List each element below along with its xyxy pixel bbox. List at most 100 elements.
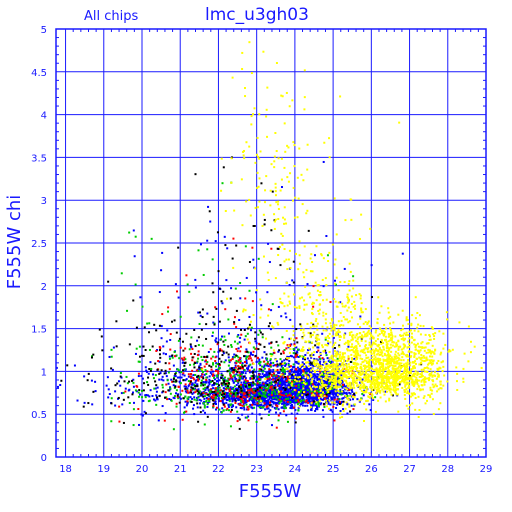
data-point <box>220 335 223 338</box>
data-point <box>222 166 225 169</box>
data-point <box>151 394 154 397</box>
data-point <box>229 372 232 375</box>
data-point <box>302 378 305 381</box>
data-point <box>239 297 242 300</box>
data-point <box>257 383 260 386</box>
data-point <box>268 322 271 325</box>
data-point <box>260 417 263 420</box>
data-point <box>259 361 262 364</box>
data-point <box>221 395 224 398</box>
data-point <box>473 345 476 348</box>
data-point <box>412 392 415 395</box>
data-point <box>399 374 402 377</box>
data-point <box>305 394 308 397</box>
data-point <box>388 399 391 402</box>
data-point <box>425 356 428 359</box>
data-point <box>245 391 248 394</box>
data-point <box>387 340 390 343</box>
data-point <box>267 371 270 374</box>
data-point <box>210 368 213 371</box>
data-point <box>278 363 281 366</box>
data-point <box>238 318 241 321</box>
data-point <box>300 400 303 403</box>
data-point <box>242 381 245 384</box>
data-point <box>279 264 282 267</box>
data-point <box>202 377 205 380</box>
data-point <box>429 388 432 391</box>
data-point <box>406 392 409 395</box>
data-point <box>297 362 300 365</box>
data-point <box>337 366 340 369</box>
data-point <box>374 356 377 359</box>
data-point <box>388 370 391 373</box>
data-point <box>308 371 311 374</box>
data-point <box>327 394 330 397</box>
data-point <box>245 359 248 362</box>
data-point <box>118 405 121 408</box>
data-point <box>295 337 298 340</box>
data-point <box>386 387 389 390</box>
data-point <box>238 391 241 394</box>
data-point <box>247 327 250 330</box>
data-point <box>203 355 206 358</box>
data-point <box>313 400 316 403</box>
data-point <box>90 356 93 359</box>
data-point <box>247 399 250 402</box>
data-point <box>227 356 230 359</box>
data-point <box>322 160 325 163</box>
data-point <box>299 355 302 358</box>
data-point <box>213 390 216 393</box>
data-point <box>407 333 410 336</box>
data-point <box>236 342 239 345</box>
data-point <box>428 376 431 379</box>
data-point <box>319 357 322 360</box>
data-point <box>250 359 253 362</box>
data-point <box>367 356 370 359</box>
data-point <box>254 391 257 394</box>
data-point <box>416 326 419 329</box>
data-point <box>277 247 280 250</box>
data-point <box>225 392 228 395</box>
data-point <box>349 369 352 372</box>
data-point <box>315 351 318 354</box>
data-point <box>423 383 426 386</box>
data-point <box>158 360 161 363</box>
data-point <box>315 358 318 361</box>
data-point <box>184 383 187 386</box>
data-point <box>211 379 214 382</box>
data-point <box>339 388 342 391</box>
data-point <box>411 382 414 385</box>
data-point <box>263 223 266 226</box>
data-point <box>316 346 319 349</box>
data-point <box>421 341 424 344</box>
data-point <box>216 390 219 393</box>
data-point <box>321 392 324 395</box>
data-point <box>449 350 452 353</box>
data-point <box>265 384 268 387</box>
data-point <box>338 401 341 404</box>
data-point <box>252 397 255 400</box>
data-point <box>350 349 353 352</box>
data-point <box>296 350 299 353</box>
data-point <box>338 363 341 366</box>
data-point <box>480 366 483 369</box>
data-point <box>389 327 392 330</box>
data-point <box>267 385 270 388</box>
data-point <box>184 358 187 361</box>
data-point <box>400 362 403 365</box>
data-point <box>391 341 394 344</box>
data-point <box>384 368 387 371</box>
data-point <box>268 368 271 371</box>
data-point <box>226 382 229 385</box>
data-point <box>410 322 413 325</box>
data-point <box>293 377 296 380</box>
data-point <box>110 367 113 370</box>
data-point <box>219 348 222 351</box>
data-point <box>158 372 161 375</box>
data-point <box>289 394 292 397</box>
data-point <box>183 368 186 371</box>
data-point <box>266 362 269 365</box>
data-point <box>385 379 388 382</box>
data-point <box>370 352 373 355</box>
data-point <box>356 340 359 343</box>
